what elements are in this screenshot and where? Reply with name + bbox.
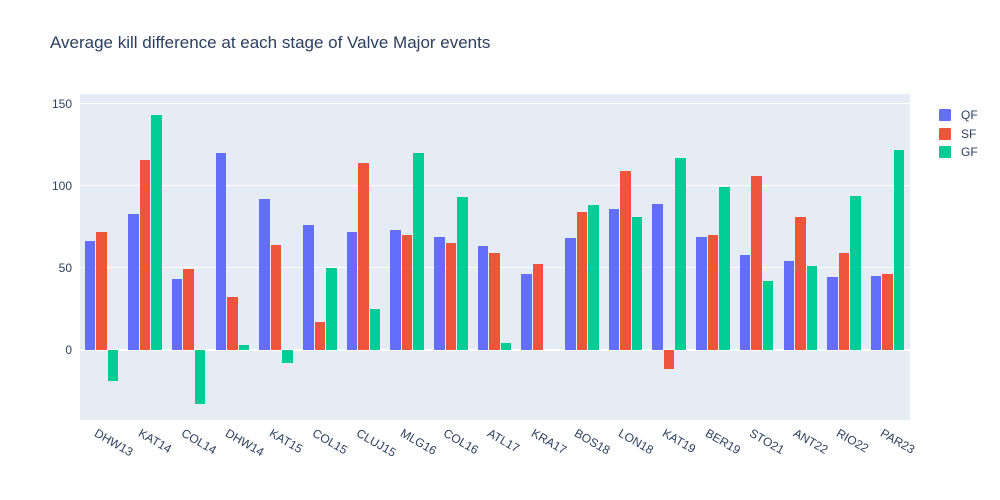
bar-sf-kat19: [663, 349, 675, 370]
bar-gf-kat15: [282, 349, 293, 363]
bar-sf-col14: [183, 269, 194, 350]
legend-label-qf: QF: [961, 108, 978, 123]
legend: QF SF GF: [939, 106, 978, 162]
bar-qf-rio22: [827, 277, 838, 350]
bar-gf-cluj15: [369, 308, 381, 350]
x-tick-label-col15: COL15: [310, 426, 351, 458]
bar-sf-mlg16: [401, 234, 413, 350]
bar-sf-kat14: [139, 159, 151, 350]
bar-qf-sto21: [739, 254, 751, 350]
bar-qf-mlg16: [390, 229, 401, 350]
y-tick-label-150: 150: [51, 96, 72, 111]
bar-qf-ber19: [696, 236, 707, 350]
qf-swatch-icon: [939, 109, 951, 122]
legend-item-sf[interactable]: SF: [939, 125, 978, 144]
bar-sf-col16: [445, 243, 457, 350]
bar-sf-sto21: [751, 175, 762, 350]
bar-sf-dhw14: [227, 297, 238, 350]
sf-swatch-icon: [939, 127, 951, 140]
x-tick-label-bos18: BOS18: [572, 426, 613, 458]
legend-item-qf[interactable]: QF: [939, 106, 978, 125]
x-tick-label-mlg16: MLG16: [397, 426, 439, 458]
bar-qf-lon18: [608, 208, 620, 350]
bar-qf-kat15: [259, 198, 270, 350]
bar-gf-col15: [326, 267, 337, 350]
bar-gf-par23: [893, 149, 905, 350]
bar-qf-col16: [434, 236, 445, 350]
bar-qf-col14: [171, 279, 183, 350]
bar-sf-ber19: [707, 234, 719, 350]
bar-qf-dhw13: [84, 241, 96, 350]
bar-qf-kra17: [521, 274, 532, 350]
gf-swatch-icon: [939, 146, 951, 159]
bar-gf-dhw13: [107, 349, 119, 381]
bar-sf-kat15: [270, 244, 282, 350]
x-tick-label-ber19: BER19: [703, 426, 744, 458]
x-tick-label-col14: COL14: [179, 426, 220, 458]
bar-sf-ant22: [795, 216, 806, 350]
bar-gf-col16: [457, 197, 468, 350]
bar-qf-kat19: [652, 203, 663, 350]
x-tick-label-cluj15: CLUJ15: [353, 426, 399, 460]
legend-label-sf: SF: [961, 126, 977, 141]
bar-qf-par23: [870, 275, 882, 350]
legend-label-gf: GF: [961, 145, 978, 160]
bar-qf-col15: [303, 225, 314, 350]
bar-gf-sto21: [762, 280, 774, 350]
bar-gf-col14: [194, 349, 206, 404]
bar-gf-dhw14: [238, 344, 250, 350]
bar-gf-atl17: [500, 343, 512, 350]
bar-sf-cluj15: [358, 162, 369, 350]
x-tick-label-par23: PAR23: [878, 426, 918, 457]
x-tick-label-sto21: STO21: [747, 426, 787, 458]
bar-gf-kat19: [675, 157, 686, 350]
bar-qf-cluj15: [346, 231, 358, 350]
bar-qf-atl17: [477, 246, 489, 350]
legend-item-gf[interactable]: GF: [939, 143, 978, 162]
gridline-150: [80, 103, 910, 105]
x-tick-label-lon18: LON18: [616, 426, 656, 458]
y-tick-label-0: 0: [65, 342, 72, 357]
bar-sf-bos18: [576, 211, 588, 350]
x-tick-label-dhw14: DHW14: [222, 426, 267, 460]
chart-title: Average kill difference at each stage of…: [50, 33, 491, 52]
bar-gf-bos18: [588, 205, 599, 350]
plot-area: [80, 94, 910, 420]
bar-qf-bos18: [565, 238, 576, 350]
y-tick-label-50: 50: [58, 260, 72, 275]
bar-qf-dhw14: [215, 152, 227, 350]
x-tick-label-kat19: KAT19: [659, 426, 698, 457]
x-tick-label-rio22: RIO22: [834, 426, 872, 456]
bar-gf-rio22: [850, 195, 861, 350]
bar-sf-dhw13: [96, 231, 107, 350]
x-tick-label-kra17: KRA17: [528, 426, 569, 458]
bar-sf-col15: [314, 321, 325, 350]
zero-line: [80, 348, 910, 351]
y-tick-label-100: 100: [51, 178, 72, 193]
bar-sf-rio22: [838, 252, 850, 350]
bar-qf-kat14: [128, 213, 139, 350]
x-tick-label-kat14: KAT14: [135, 426, 174, 457]
bar-qf-ant22: [783, 261, 795, 350]
bar-gf-ber19: [719, 187, 730, 350]
x-tick-label-ant22: ANT22: [790, 426, 831, 457]
x-tick-label-dhw13: DHW13: [91, 426, 136, 460]
bar-gf-kat14: [151, 115, 162, 350]
bar-sf-par23: [882, 274, 893, 350]
x-tick-label-col16: COL16: [441, 426, 482, 458]
bar-gf-lon18: [631, 216, 643, 350]
bar-sf-kra17: [532, 264, 544, 350]
x-tick-label-atl17: ATL17: [485, 426, 522, 456]
x-tick-label-kat15: KAT15: [266, 426, 305, 457]
bar-sf-atl17: [489, 252, 500, 350]
bar-sf-lon18: [620, 170, 631, 350]
gridline-100: [80, 185, 910, 187]
bar-gf-mlg16: [413, 152, 424, 350]
bar-gf-ant22: [806, 266, 818, 350]
